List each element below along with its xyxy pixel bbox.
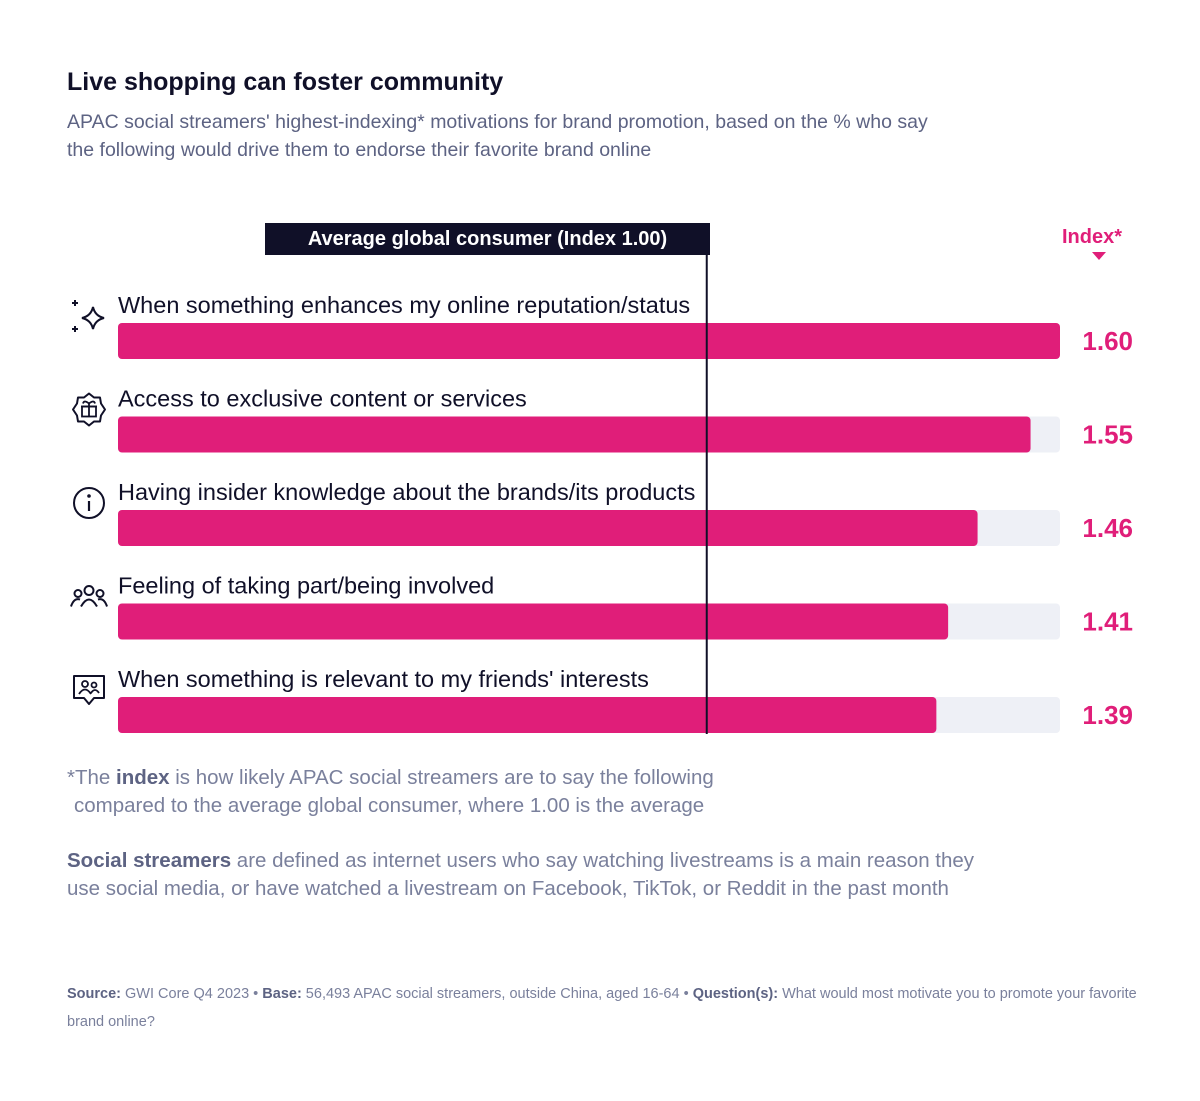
bar-row: Feeling of taking part/being involved 1.4… [70,573,1133,640]
sparkles-icon [72,300,105,332]
bar [118,603,949,640]
average-consumer-label: Average global consumer (Index 1.00) [265,223,710,255]
index-footnote-prefix: *The [67,766,116,789]
category-label: When something enhances my online reputa… [118,292,690,318]
bar-row: Access to exclusive content or services 1… [72,386,1133,453]
base-label: Base: [262,986,302,1002]
friends-chat-icon [73,675,105,705]
base-text: 56,493 APAC social streamers, outside Ch… [301,986,693,1002]
index-header: Index* [1062,226,1123,248]
source-note: Source: GWI Core Q4 2023 • Base: 56,493 … [67,980,1147,1036]
bar-row: When something is relevant to my friends… [73,666,1133,733]
bar [118,697,937,733]
value-label: 1.41 [1082,607,1133,637]
value-label: 1.39 [1082,700,1133,730]
streamers-definition-text: are defined as internet users who say wa… [67,849,975,900]
index-footnote-text: is how likely APAC social streamers are … [169,766,714,789]
group-icon [70,585,108,608]
category-label: Having insider knowledge about the brand… [118,479,695,505]
bar-chart: When something enhances my online reputa… [70,240,1133,734]
value-label: 1.60 [1082,326,1133,356]
question-text: What would most motivate you to promote … [67,986,1137,1030]
source-label: Source: [67,986,121,1002]
category-label: Access to exclusive content or services [118,386,527,412]
index-down-arrow-icon [1092,252,1106,260]
bar-row: Having insider knowledge about the brand… [73,479,1133,546]
streamers-definition-bold: Social streamers [67,849,232,872]
bar [118,323,1060,359]
value-label: 1.46 [1082,513,1133,543]
index-footnote: *The index is how likely APAC social str… [67,764,987,820]
chart-subtitle: APAC social streamers' highest-indexing*… [67,111,928,161]
bar-row: When something enhances my online reputa… [72,292,1133,359]
category-label: Feeling of taking part/being involved [118,573,494,599]
question-label: Question(s): [692,986,779,1002]
bar [118,416,1031,453]
value-label: 1.55 [1082,420,1133,450]
index-footnote-bold: index [116,766,170,789]
info-icon [73,487,105,519]
index-footnote-line2: compared to the average global consumer,… [74,794,705,817]
gift-badge-icon [72,392,106,427]
chart-title: Live shopping can foster community [67,68,504,96]
streamers-definition: Social streamers are defined as internet… [67,847,987,903]
source-text: GWI Core Q4 2023 • [121,986,263,1002]
category-label: When something is relevant to my friends… [118,666,649,692]
bar [118,510,978,546]
